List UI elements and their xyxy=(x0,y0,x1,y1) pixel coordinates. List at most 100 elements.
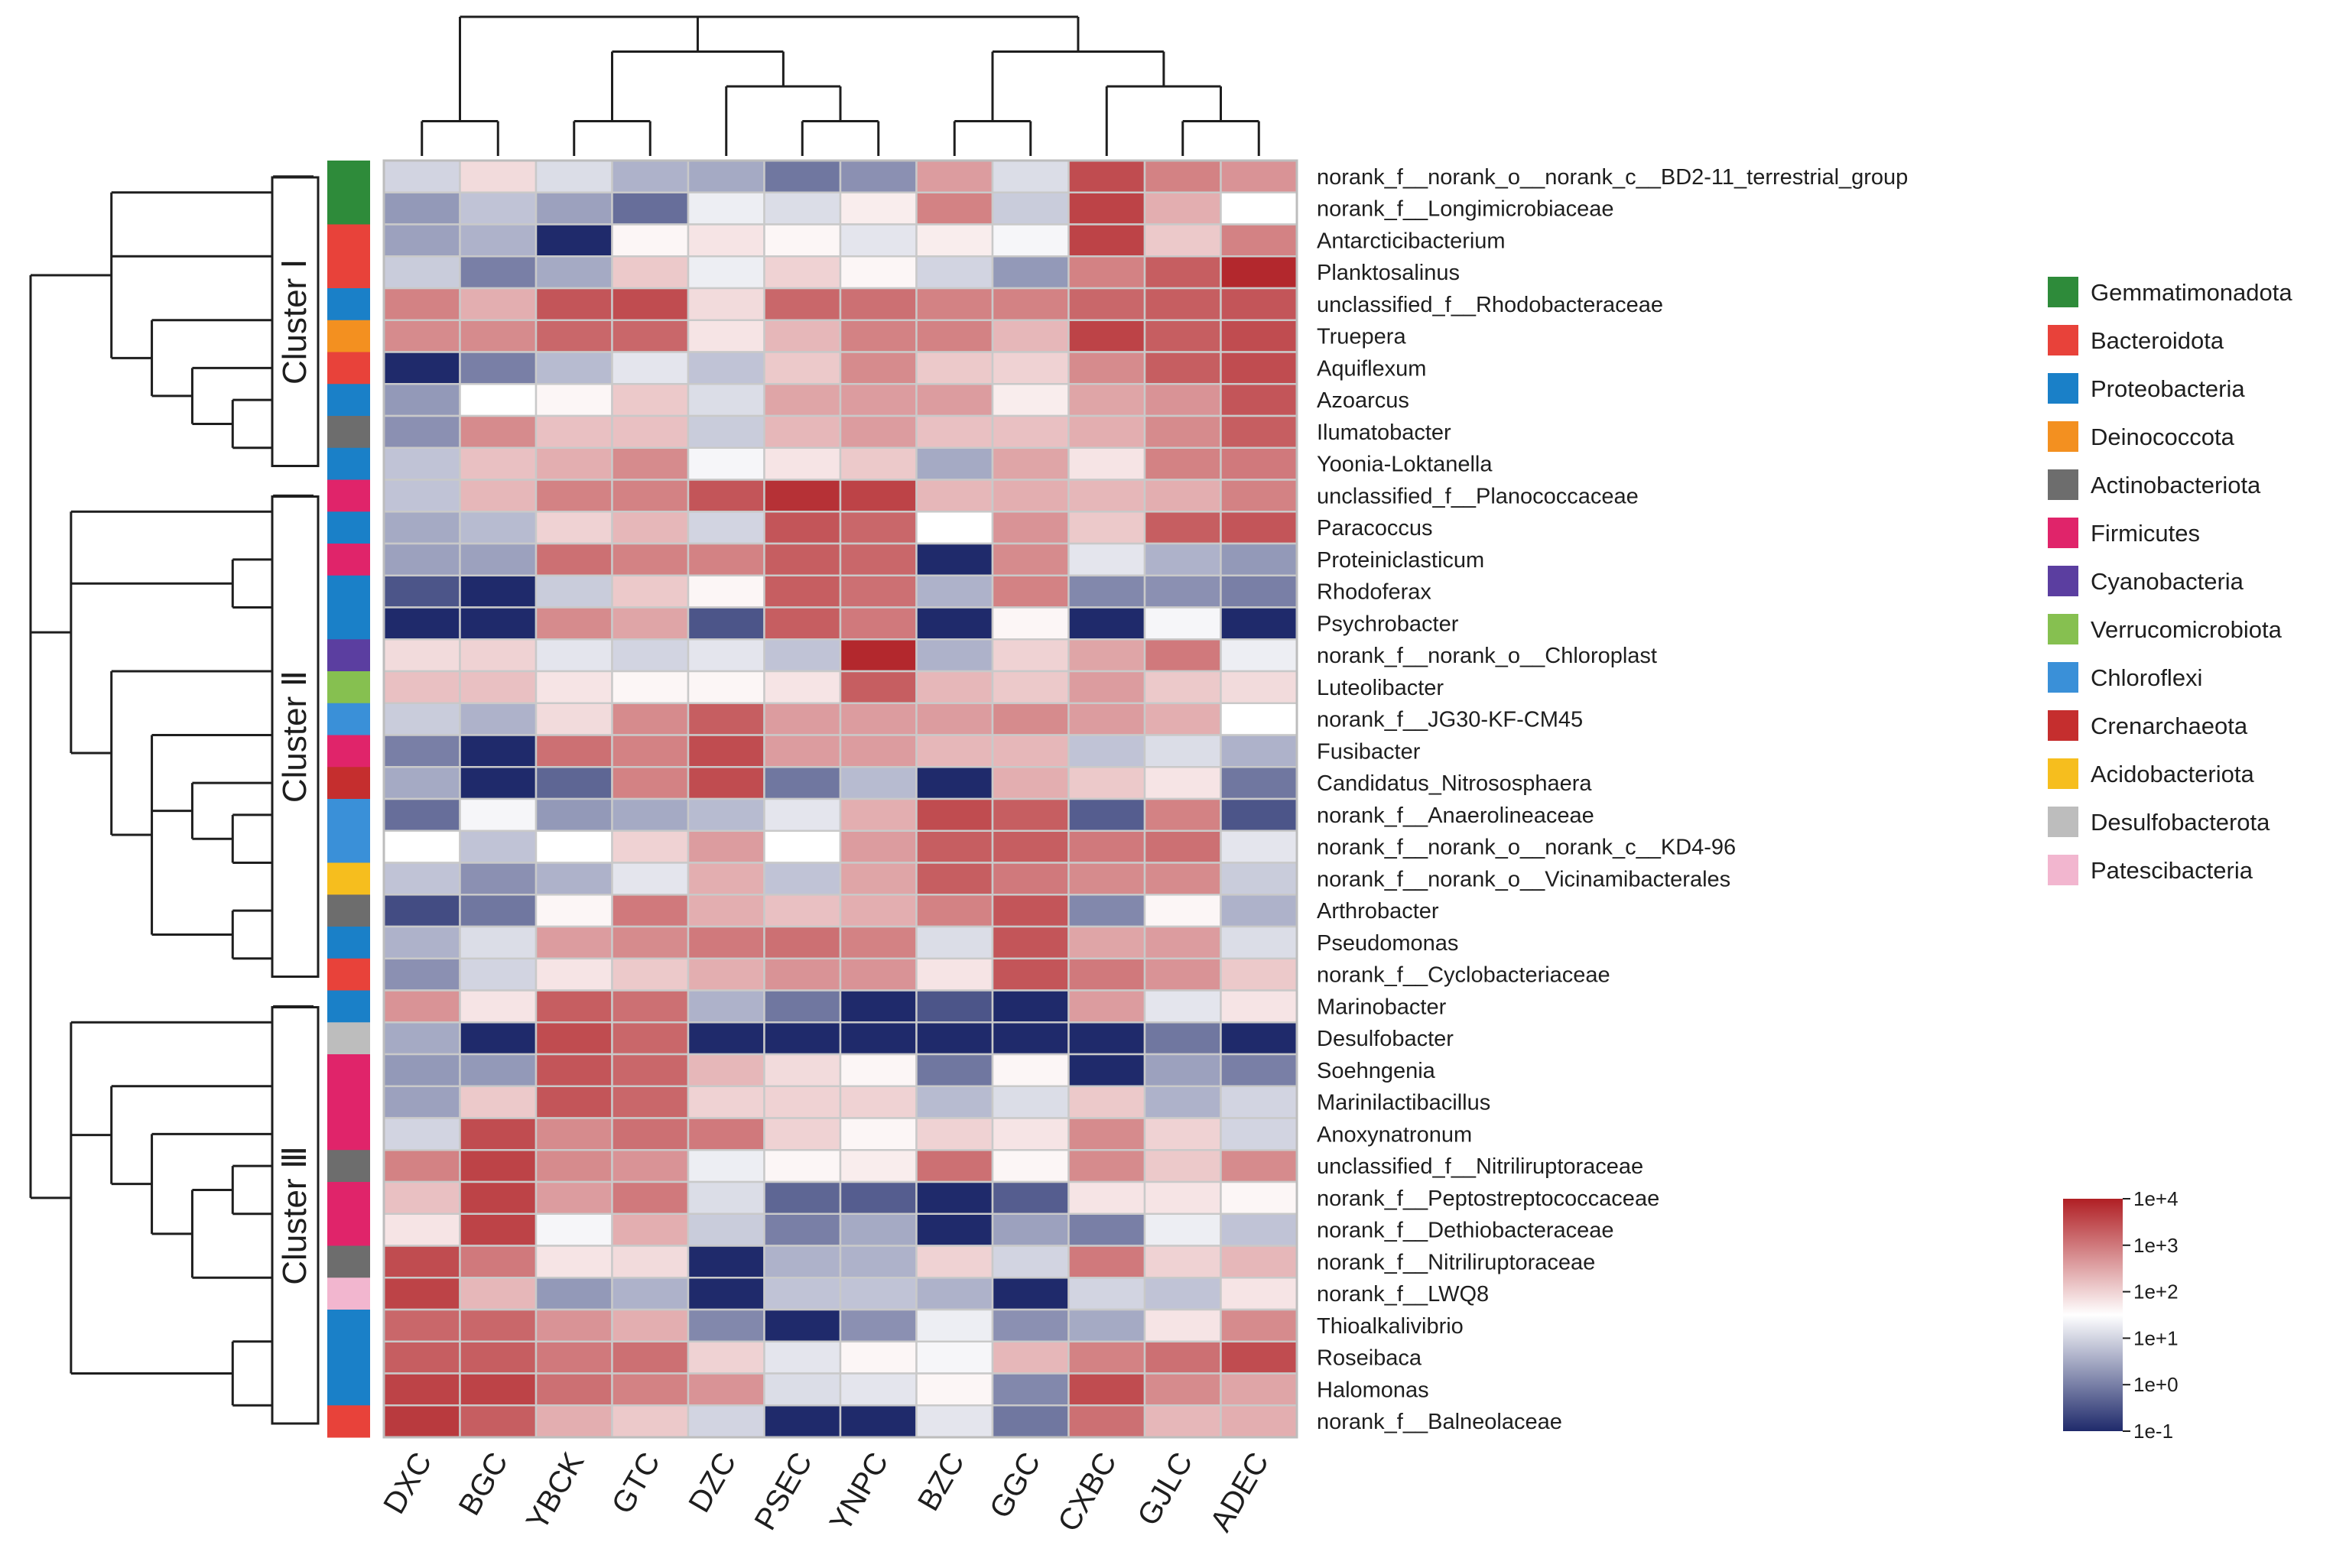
heatmap-cell xyxy=(915,1404,994,1439)
heatmap-cell xyxy=(687,287,765,321)
heatmap-cell xyxy=(687,1277,765,1311)
heatmap-cell xyxy=(687,638,765,673)
heatmap-cell xyxy=(1143,542,1222,576)
heatmap-cell xyxy=(1143,1180,1222,1215)
row-label: Candidatus_Nitrososphaera xyxy=(1317,771,1592,796)
heatmap-cell xyxy=(1067,829,1146,864)
heatmap-cell xyxy=(915,862,994,896)
heatmap-cell xyxy=(1220,894,1298,928)
heatmap-cell xyxy=(1220,542,1298,576)
legend-swatch xyxy=(2048,469,2078,500)
legend-label: Desulfobacterota xyxy=(2091,809,2270,836)
heatmap-cell xyxy=(763,1372,842,1407)
heatmap-cell xyxy=(763,1308,842,1342)
row-label: norank_f__norank_o__norank_c__KD4-96 xyxy=(1317,836,1736,860)
heatmap-cell xyxy=(1143,319,1222,353)
heatmap-cell xyxy=(1067,1117,1146,1151)
heatmap-cell xyxy=(687,1085,765,1119)
heatmap-cell xyxy=(382,1149,461,1183)
heatmap-cell xyxy=(1067,862,1146,896)
heatmap-cell xyxy=(991,1277,1070,1311)
phylum-strip-cell xyxy=(327,607,370,640)
heatmap-cell xyxy=(382,1213,461,1247)
heatmap-cell xyxy=(1067,1340,1146,1375)
heatmap-cell xyxy=(839,414,918,449)
heatmap-cell xyxy=(839,542,918,576)
phylum-strip-cell xyxy=(327,575,370,608)
heatmap-cell xyxy=(535,1372,613,1407)
heatmap-cell xyxy=(1220,797,1298,832)
row-label: Marinilactibacillus xyxy=(1317,1091,1490,1115)
heatmap-cell xyxy=(915,1021,994,1056)
heatmap-cell xyxy=(687,383,765,417)
heatmap-cell xyxy=(535,1117,613,1151)
heatmap-cell xyxy=(991,862,1070,896)
heatmap-cell xyxy=(1067,351,1146,385)
heatmap-cell xyxy=(382,829,461,864)
heatmap-cell xyxy=(611,734,690,768)
heatmap-cell xyxy=(763,638,842,673)
heatmap-cell xyxy=(459,542,538,576)
row-label: Luteolibacter xyxy=(1317,676,1444,700)
heatmap-cell xyxy=(1220,446,1298,481)
heatmap-cell xyxy=(1220,925,1298,959)
heatmap-cell xyxy=(459,1213,538,1247)
heatmap-cell xyxy=(1143,606,1222,641)
heatmap-cell xyxy=(687,1213,765,1247)
heatmap-cell xyxy=(687,606,765,641)
phylum-legend: Gemmatimonadota Bacteroidota Proteobacteri… xyxy=(2048,277,2292,885)
heatmap-cell xyxy=(1220,1277,1298,1311)
heatmap-cell xyxy=(1143,479,1222,513)
heatmap-cell xyxy=(687,1340,765,1375)
heatmap-cell xyxy=(687,1308,765,1342)
legend-swatch xyxy=(2048,855,2078,885)
row-label: norank_f__Anaerolineaceae xyxy=(1317,803,1594,828)
heatmap-cell xyxy=(1067,957,1146,992)
heatmap-cell xyxy=(839,1245,918,1279)
heatmap-cell xyxy=(763,734,842,768)
phylum-strip-cell xyxy=(327,894,370,927)
heatmap-cell xyxy=(1067,159,1146,193)
heatmap-cell xyxy=(1220,223,1298,258)
heatmap-cell xyxy=(687,797,765,832)
phylum-strip-cell xyxy=(327,703,370,735)
heatmap-cell xyxy=(687,414,765,449)
heatmap-cell xyxy=(382,1180,461,1215)
heatmap-cell xyxy=(1143,1021,1222,1056)
heatmap-cell xyxy=(535,957,613,992)
heatmap-cell xyxy=(915,223,994,258)
heatmap-cell xyxy=(535,574,613,609)
heatmap-cell xyxy=(839,1308,918,1342)
heatmap-cell xyxy=(611,1085,690,1119)
heatmap-cell xyxy=(1143,925,1222,959)
heatmap-cell xyxy=(991,797,1070,832)
heatmap-cell xyxy=(535,925,613,959)
column-label: GJLC xyxy=(1131,1447,1199,1532)
heatmap-cell xyxy=(611,1340,690,1375)
row-label: Antarcticibacterium xyxy=(1317,229,1506,253)
phylum-strip-cell xyxy=(327,1182,370,1215)
row-label: Marinobacter xyxy=(1317,995,1447,1019)
cluster-bracket xyxy=(271,1006,320,1425)
heatmap-cell xyxy=(1143,1053,1222,1087)
heatmap-cell xyxy=(1143,351,1222,385)
heatmap-cell xyxy=(1220,574,1298,609)
heatmap-cell xyxy=(382,287,461,321)
heatmap-cell xyxy=(991,542,1070,576)
heatmap-cell xyxy=(382,1372,461,1407)
heatmap-cell xyxy=(991,606,1070,641)
heatmap-cell xyxy=(1220,1117,1298,1151)
heatmap-cell xyxy=(1143,1340,1222,1375)
heatmap-cell xyxy=(991,1372,1070,1407)
heatmap-cell xyxy=(991,383,1070,417)
heatmap-cell xyxy=(915,797,994,832)
heatmap-cell xyxy=(1067,1245,1146,1279)
heatmap-cell xyxy=(839,957,918,992)
heatmap-cell xyxy=(611,1021,690,1056)
heatmap-cell xyxy=(1067,511,1146,545)
heatmap-cell xyxy=(687,1053,765,1087)
heatmap-cell xyxy=(382,1340,461,1375)
heatmap-cell xyxy=(1143,255,1222,290)
heatmap-cell xyxy=(991,1340,1070,1375)
phylum-strip-cell xyxy=(327,799,370,832)
